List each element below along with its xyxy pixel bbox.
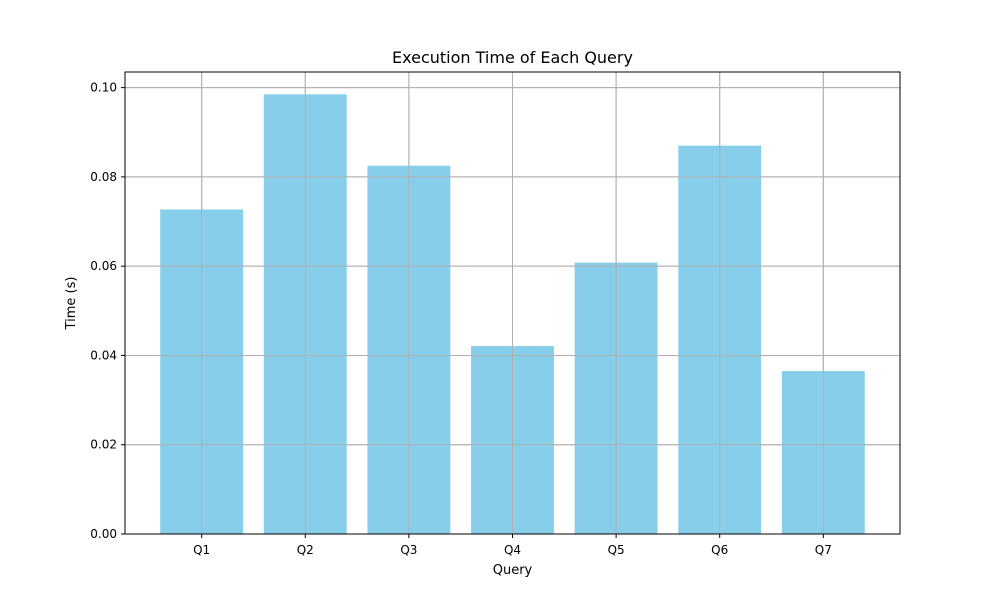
chart-title: Execution Time of Each Query [392,48,633,67]
x-tick-label: Q6 [711,543,728,557]
x-tick-label: Q4 [504,543,521,557]
y-tick-label: 0.10 [90,81,117,95]
x-tick-label: Q1 [193,543,210,557]
y-axis-label: Time (s) [64,277,79,331]
x-tick-label: Q5 [608,543,625,557]
y-tick-label: 0.04 [90,348,117,362]
y-tick-label: 0.02 [90,438,117,452]
x-tick-label: Q2 [297,543,314,557]
x-tick-label: Q7 [815,543,832,557]
y-tick-label: 0.08 [90,170,117,184]
y-tick-label: 0.06 [90,259,117,273]
ticks-layer: 0.00 0.02 0.04 0.06 0.08 0.10 Q1 Q2 Q3 Q4 Q5 Q6 Q7 [90,81,832,557]
x-axis-label: Query [493,563,533,578]
y-tick-label: 0.00 [90,527,117,541]
x-tick-label: Q3 [400,543,417,557]
